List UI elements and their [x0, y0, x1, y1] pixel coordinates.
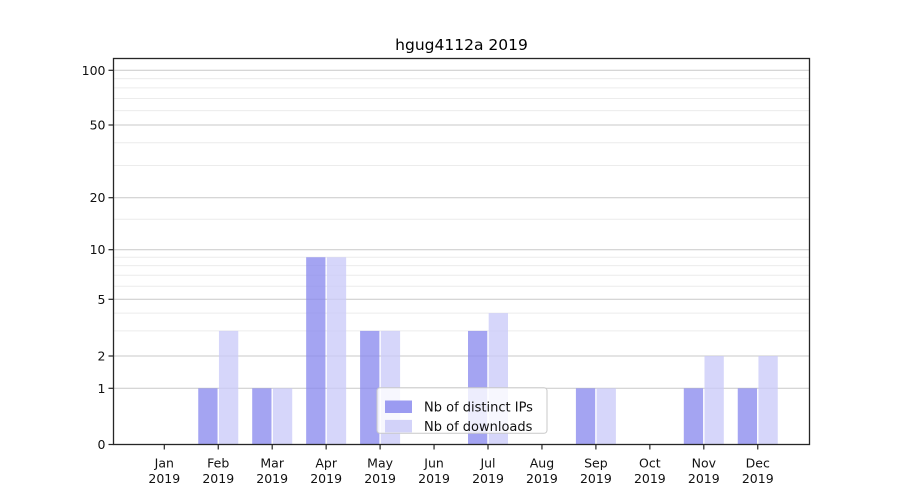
chart-title: hgug4112a 2019	[395, 36, 528, 54]
x-tick-label-month-sep: Sep	[584, 456, 608, 471]
x-tick-label-year-may: 2019	[364, 471, 396, 486]
x-tick-label-month-oct: Oct	[639, 456, 661, 471]
bar-distinct-ips-mar	[252, 388, 272, 445]
x-tick-label-month-apr: Apr	[315, 456, 337, 471]
x-tick-label-year-nov: 2019	[688, 471, 720, 486]
x-tick-label-year-aug: 2019	[526, 471, 558, 486]
bar-distinct-ips-apr	[306, 257, 326, 445]
x-tick-label-year-dec: 2019	[742, 471, 774, 486]
bar-downloads-dec	[758, 356, 778, 445]
x-tick-label-year-jun: 2019	[418, 471, 450, 486]
x-tick-label-year-mar: 2019	[256, 471, 288, 486]
x-tick-label-month-jul: Jul	[479, 456, 495, 471]
x-tick-label-month-aug: Aug	[530, 456, 554, 471]
legend-box	[376, 387, 548, 434]
x-tick-label-month-jun: Jun	[423, 456, 444, 471]
x-tick-label-month-mar: Mar	[260, 456, 284, 471]
x-tick-label-month-feb: Feb	[207, 456, 229, 471]
x-tick-label-year-sep: 2019	[580, 471, 612, 486]
legend-swatch-distinct-ips	[385, 400, 412, 413]
x-tick-label-month-may: May	[367, 456, 393, 471]
bar-distinct-ips-dec	[737, 388, 758, 445]
bar-downloads-apr	[326, 257, 347, 445]
x-tick-label-year-apr: 2019	[310, 471, 342, 486]
bar-distinct-ips-feb	[198, 388, 218, 445]
bar-distinct-ips-may	[360, 330, 380, 445]
bar-downloads-sep	[596, 388, 616, 445]
plot-frame	[112, 57, 811, 446]
x-tick-label-year-jul: 2019	[472, 471, 504, 486]
x-tick-label-month-jan: Jan	[154, 456, 174, 471]
y-tick-label-10: 10	[90, 242, 106, 257]
x-tick-label-month-dec: Dec	[746, 456, 770, 471]
y-tick-label-2: 2	[98, 349, 106, 364]
bar-distinct-ips-nov	[683, 388, 704, 445]
x-tick-label-year-oct: 2019	[634, 471, 666, 486]
legend-label-distinct-ips: Nb of distinct IPs	[424, 400, 533, 415]
y-tick-label-50: 50	[90, 118, 106, 133]
y-tick-label-1: 1	[98, 381, 106, 396]
legend-label-downloads: Nb of downloads	[424, 420, 533, 435]
legend-swatch-downloads	[385, 419, 412, 433]
y-tick-label-100: 100	[82, 63, 106, 78]
x-tick-label-year-jan: 2019	[148, 471, 180, 486]
y-tick-label-5: 5	[98, 292, 106, 307]
y-tick-label-20: 20	[90, 190, 106, 205]
bar-downloads-nov	[704, 356, 724, 445]
y-tick-label-0: 0	[98, 437, 106, 452]
bar-distinct-ips-sep	[575, 388, 596, 445]
bar-downloads-mar	[272, 388, 293, 445]
x-tick-label-year-feb: 2019	[202, 471, 234, 486]
bar-downloads-feb	[218, 330, 239, 445]
x-tick-label-month-nov: Nov	[692, 456, 717, 471]
